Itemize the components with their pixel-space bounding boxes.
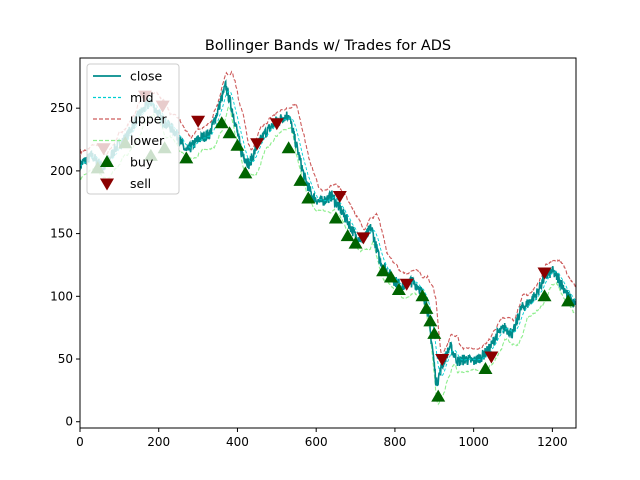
buy-marker: [427, 326, 442, 339]
buy-marker: [431, 389, 446, 402]
buy-marker: [238, 166, 253, 179]
buy-marker: [214, 116, 229, 129]
x-tick-label: 0: [76, 435, 84, 449]
buy-marker: [301, 191, 316, 204]
x-tick-label: 800: [383, 435, 406, 449]
y-tick-label: 200: [50, 164, 73, 178]
legend-box: [86, 63, 180, 195]
sell-marker: [537, 267, 552, 280]
sell-marker: [191, 115, 206, 128]
sell-marker: [269, 118, 284, 131]
buy-marker: [179, 151, 194, 164]
buy-marker: [281, 141, 296, 154]
buy-marker: [348, 236, 363, 249]
buy-marker: [537, 289, 552, 302]
sell-marker: [356, 232, 371, 245]
legend-lower-label: lower: [130, 133, 165, 148]
y-tick-label: 50: [58, 352, 73, 366]
x-tick-label: 400: [226, 435, 249, 449]
buy-marker: [423, 314, 438, 327]
legend-upper-label: upper: [130, 112, 167, 127]
buy-marker: [478, 362, 493, 375]
buy-marker: [230, 138, 245, 151]
sell-marker: [250, 138, 265, 151]
legend-buy-label: buy: [130, 155, 154, 170]
sell-marker: [399, 278, 414, 291]
x-tick-label: 1200: [537, 435, 568, 449]
legend-mid-label: mid: [130, 90, 154, 105]
sell-marker: [435, 354, 450, 367]
buy-marker: [293, 173, 308, 186]
x-tick-label: 200: [147, 435, 170, 449]
buy-marker: [222, 126, 237, 139]
sell-marker: [332, 190, 347, 203]
sell-marker: [484, 351, 499, 364]
legend-buy-swatch: [100, 155, 114, 167]
buy-marker: [376, 264, 391, 277]
y-tick-label: 0: [65, 415, 73, 429]
x-tick-label: 600: [305, 435, 328, 449]
buy-marker: [419, 301, 434, 314]
y-tick-label: 100: [50, 289, 73, 303]
legend-sell-swatch: [100, 178, 114, 191]
buy-marker: [415, 289, 430, 302]
buy-marker: [383, 270, 398, 283]
plot-area-frame: [79, 57, 577, 429]
buy-marker: [391, 283, 406, 296]
buy-marker: [328, 211, 343, 224]
buy-marker: [340, 229, 355, 242]
y-tick-label: 150: [50, 227, 73, 241]
chart-title: Bollinger Bands w/ Trades for ADS: [205, 38, 451, 54]
x-tick-label: 1000: [458, 435, 489, 449]
buy-marker: [561, 294, 576, 307]
legend: close mid upper lower buy sell: [86, 63, 180, 195]
legend-sell-label: sell: [130, 176, 151, 191]
y-tick-label: 250: [50, 101, 73, 115]
legend-close-label: close: [130, 69, 163, 84]
